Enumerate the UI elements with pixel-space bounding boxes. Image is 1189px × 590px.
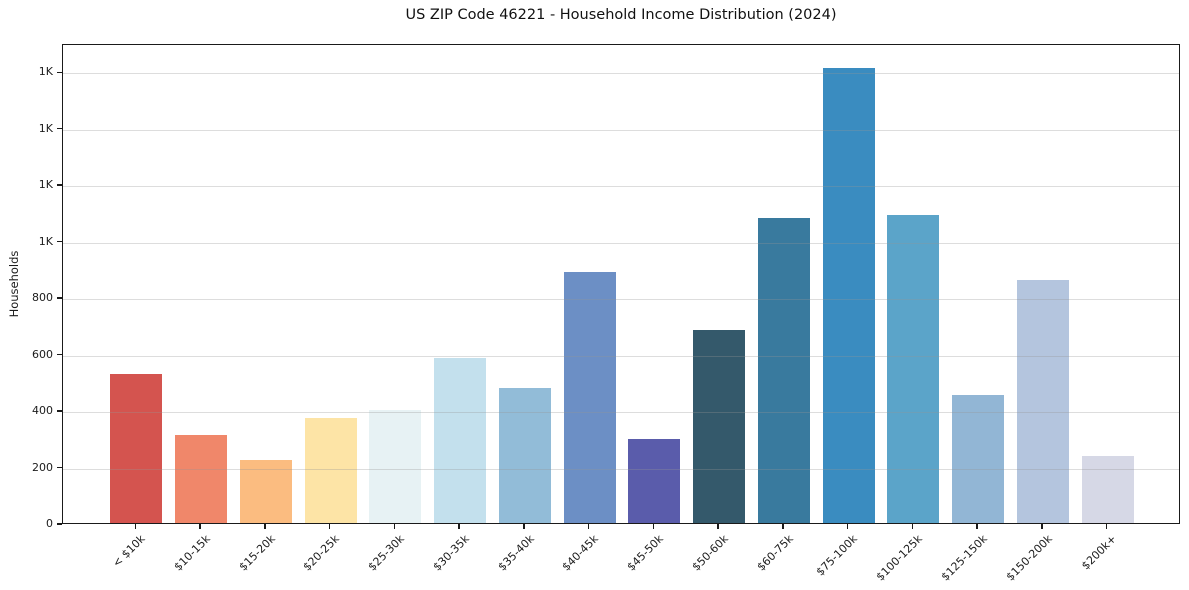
y-tick-mark [57,353,62,356]
y-tick-mark [57,466,62,469]
x-tick-label: $25-30k [365,532,407,574]
y-tick-mark [57,128,62,130]
x-tick-mark [328,524,331,529]
x-tick-label: $75-100k [813,532,861,579]
x-tick-mark [264,524,266,529]
bar-8 [628,438,681,523]
x-tick-mark [976,524,978,529]
bar-10 [757,218,810,523]
x-tick-label: $60-75k [754,532,796,574]
x-tick-label: $20-25k [300,532,343,574]
x-tick-label: $15-20k [236,532,278,574]
bar-4 [369,410,422,523]
y-tick-mark [57,240,62,243]
gridline [63,468,1179,470]
gridline [63,299,1179,301]
y-tick-label: 400 [32,404,53,418]
x-tick-label: $10-15k [171,532,213,574]
x-tick-label: $50-60k [689,532,731,574]
x-tick-mark [199,524,201,529]
chart-title: US ZIP Code 46221 - Household Income Dis… [405,7,837,23]
bar-0 [110,374,163,523]
x-tick-mark [782,524,784,529]
x-tick-label: $30-35k [430,532,472,574]
bar-13 [952,395,1005,523]
x-tick-mark [523,524,525,529]
bar-14 [1016,279,1069,523]
y-tick-mark [57,184,62,186]
y-tick-mark [57,297,62,299]
x-tick-label: $100-125k [873,532,925,584]
x-tick-mark [393,524,396,529]
x-tick-mark [458,524,460,529]
gridline [63,412,1179,414]
x-tick-label: $35-40k [495,532,537,574]
bar-5 [434,358,487,523]
y-tick-label: 800 [32,291,53,305]
gridline [63,355,1179,357]
y-tick-label: 1K [38,178,53,192]
x-tick-label: $150-200k [1003,532,1055,584]
y-tick-label: 200 [32,460,53,474]
bar-12 [887,214,940,523]
x-tick-mark [134,524,137,529]
gridline [63,73,1179,75]
y-axis-label: Households [7,250,21,318]
bar-1 [175,435,228,523]
x-tick-label: $40-45k [559,532,602,574]
gridline [63,186,1179,188]
y-tick-mark [57,523,62,525]
x-tick-label: $125-150k [938,532,990,584]
x-tick-mark [1105,524,1108,529]
x-tick-mark [587,524,590,529]
bar-11 [822,67,875,523]
bar-9 [693,330,746,523]
x-tick-label: $45-50k [624,532,666,574]
bar-6 [498,388,551,523]
bar-7 [563,272,616,523]
gridline [63,242,1179,244]
bar-3 [304,418,357,523]
x-tick-label: $200k+ [1079,532,1120,573]
plot-area [62,44,1180,524]
x-tick-mark [911,524,914,529]
x-tick-mark [1041,524,1043,529]
y-tick-label: 1K [38,234,53,248]
bar-15 [1081,456,1134,523]
y-tick-label: 1K [38,65,53,79]
y-tick-label: 600 [32,347,53,361]
y-tick-mark [57,71,62,73]
y-tick-label: 1K [38,121,53,135]
x-tick-mark [846,524,849,529]
gridline [63,129,1179,131]
x-tick-label: < $10k [110,532,148,570]
bar-2 [239,460,292,523]
y-tick-label: 0 [46,517,53,530]
x-tick-mark [717,524,719,529]
y-tick-mark [57,410,62,412]
x-tick-mark [652,524,655,529]
